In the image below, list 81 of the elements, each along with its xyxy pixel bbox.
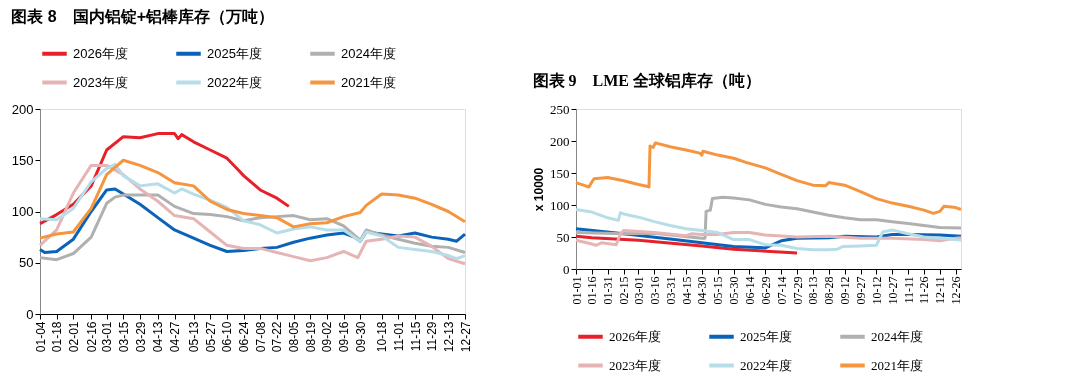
x-tick-label: 09-30	[353, 321, 368, 353]
x-tick-label: 01-18	[50, 321, 65, 353]
x-tick-label: 04-15	[679, 276, 694, 305]
x-tick-label: 10-18	[375, 321, 390, 353]
legend-label: 2026年度	[609, 328, 661, 344]
y-tick-label: 150	[550, 165, 570, 181]
legend-label: 2026年度	[73, 45, 128, 61]
x-tick-label: 03-01	[100, 321, 115, 353]
x-tick-label: 05-27	[203, 321, 218, 353]
y-tick-label: 200	[11, 101, 34, 117]
x-tick-label: 05-30	[727, 276, 742, 305]
x-tick-label: 01-01	[569, 276, 584, 305]
legend-label: 2025年度	[207, 45, 262, 61]
y-tick-label: 50	[556, 229, 570, 245]
x-tick-label: 03-01	[631, 276, 646, 305]
legend-label: 2025年度	[740, 328, 792, 344]
y-tick-label: 250	[550, 101, 570, 117]
x-tick-label: 11-11	[901, 276, 916, 304]
legend-label: 2021年度	[871, 357, 923, 373]
legend-label: 2022年度	[740, 357, 792, 373]
x-tick-label: 05-13	[187, 321, 202, 353]
x-tick-label: 05-15	[711, 276, 726, 305]
x-tick-label: 11-26	[917, 276, 932, 305]
y-tick-label: 100	[11, 204, 34, 219]
x-tick-label: 11-15	[408, 321, 423, 352]
x-tick-label: 12-11	[933, 276, 948, 305]
x-tick-label: 12-26	[949, 276, 964, 305]
x-tick-label: 04-30	[695, 276, 710, 305]
legend-label: 2023年度	[73, 74, 128, 90]
x-tick-label: 06-10	[220, 321, 235, 353]
y-tick-label: 0	[563, 261, 570, 277]
chart-title: 图表 8 国内铝锭+铝棒库存（万吨）	[11, 8, 274, 26]
line-series	[574, 207, 963, 252]
x-tick-label: 04-27	[168, 321, 183, 353]
line-series	[574, 141, 963, 215]
x-tick-label: 07-08	[253, 321, 268, 353]
line-series	[38, 158, 467, 240]
legend-label: 2024年度	[871, 328, 923, 344]
x-tick-label: 08-28	[822, 276, 837, 305]
chart-title: 图表 9 LME 全球铝库存（吨）	[532, 72, 761, 90]
x-tick-label: 08-19	[303, 321, 318, 353]
x-tick-label: 10-12	[869, 276, 884, 305]
x-tick-label: 03-15	[116, 321, 131, 353]
x-tick-label: 11-29	[425, 321, 440, 352]
x-tick-label: 09-02	[320, 321, 335, 353]
x-tick-label: 01-31	[601, 276, 616, 305]
legend-label: 2024年度	[341, 45, 396, 61]
x-tick-label: 02-15	[617, 276, 632, 305]
y-tick-label: 50	[19, 255, 34, 271]
legend-label: 2023年度	[609, 357, 661, 373]
x-tick-label: 06-14	[742, 276, 757, 305]
x-tick-label: 03-16	[647, 276, 662, 305]
y-tick-label: 200	[550, 133, 570, 149]
line-series	[574, 234, 799, 255]
x-tick-label: 11-01	[391, 321, 406, 352]
legend-label: 2021年度	[341, 74, 396, 90]
x-tick-label: 12-13	[441, 321, 456, 353]
x-tick-label: 07-29	[790, 276, 805, 305]
x-tick-label: 04-13	[151, 321, 166, 353]
x-tick-label: 09-12	[838, 276, 853, 305]
x-tick-label: 03-31	[663, 276, 678, 305]
x-tick-label: 01-16	[585, 276, 600, 305]
x-tick-label: 07-14	[774, 276, 789, 305]
x-tick-label: 08-13	[806, 276, 821, 305]
legend-label: 2022年度	[207, 74, 262, 90]
y-axis-title: x 10000	[532, 167, 546, 212]
x-tick-label: 02-01	[66, 321, 81, 353]
x-tick-label: 06-24	[237, 321, 252, 353]
y-tick-label: 0	[26, 306, 34, 322]
x-tick-label: 09-27	[854, 276, 869, 305]
x-tick-label: 02-16	[84, 321, 99, 353]
x-tick-label: 10-27	[885, 276, 900, 305]
x-tick-label: 06-29	[758, 276, 773, 305]
x-tick-label: 12-27	[458, 321, 473, 353]
x-tick-label: 07-22	[270, 321, 285, 353]
x-tick-label: 08-05	[287, 321, 302, 353]
x-tick-label: 01-04	[33, 321, 48, 353]
y-tick-label: 150	[11, 152, 34, 168]
x-tick-label: 09-16	[337, 321, 352, 353]
x-tick-label: 03-29	[133, 321, 148, 353]
y-tick-label: 100	[550, 197, 570, 213]
